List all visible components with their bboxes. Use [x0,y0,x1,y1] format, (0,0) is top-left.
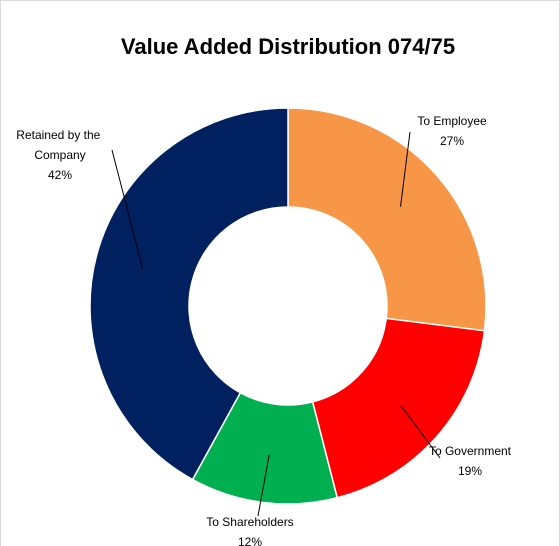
slice-value-label: 27% [440,134,464,148]
leader-line [111,149,144,269]
slice-label: Retained by the Company [16,128,103,162]
leader-line [257,454,270,517]
donut-slice [311,317,486,499]
leader-line [400,404,441,459]
donut-slice [89,107,289,481]
slice-label: To Employee [417,114,487,128]
donut-slice [287,107,487,332]
slice-label: To Government [429,444,512,458]
slice-value-label: 12% [238,535,262,546]
slice-label: To Shareholders [206,515,293,529]
leader-line [400,131,411,207]
slice-value-label: 42% [48,168,72,182]
chart-title: Value Added Distribution 074/75 [121,34,455,59]
slice-value-label: 19% [458,464,482,478]
